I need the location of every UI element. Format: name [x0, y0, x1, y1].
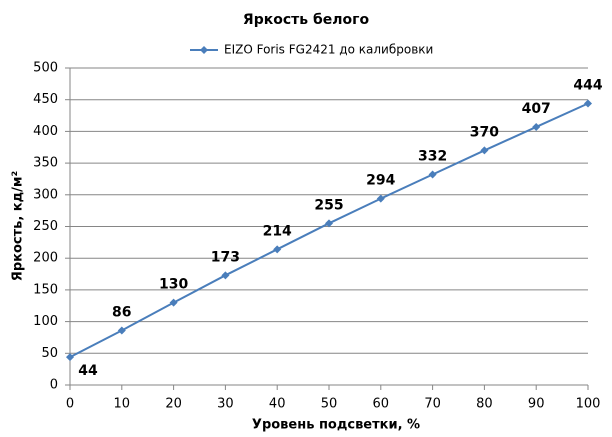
y-tick-label: 500	[33, 61, 58, 76]
x-tick-label: 80	[476, 397, 493, 412]
data-label: 173	[211, 249, 240, 265]
x-tick-label: 90	[528, 397, 545, 412]
series-line	[69, 102, 589, 358]
point	[376, 194, 385, 203]
y-tick-label: 150	[33, 282, 58, 297]
legend-label: EIZO Foris FG2421 до калибровки	[224, 43, 433, 57]
data-label: 294	[366, 173, 395, 189]
legend-marker	[200, 46, 208, 54]
y-tick-label: 450	[33, 92, 58, 107]
point	[532, 122, 541, 131]
x-tick-label: 70	[424, 397, 441, 412]
chart-title: Яркость белого	[243, 12, 370, 28]
data-label: 214	[263, 223, 292, 239]
y-tick-label: 300	[33, 187, 58, 202]
y-tick-label: 200	[33, 251, 58, 266]
point	[428, 170, 437, 179]
data-label: 444	[573, 78, 602, 94]
data-label: 255	[314, 197, 343, 213]
point	[117, 326, 126, 335]
data-label: 44	[78, 363, 98, 379]
y-axis-title: Яркость, кд/м²	[11, 171, 26, 281]
x-axis-title: Уровень подсветки, %	[252, 418, 420, 433]
point	[221, 271, 230, 280]
y-tick-label: 350	[33, 156, 58, 171]
y-tick-label: 50	[41, 346, 58, 361]
point	[169, 298, 178, 307]
x-tick-label: 20	[165, 397, 182, 412]
data-label: 130	[159, 277, 188, 293]
point	[584, 99, 592, 108]
data-label: 332	[418, 149, 447, 165]
point	[273, 245, 282, 254]
x-tick-label: 100	[576, 397, 601, 412]
y-tick-label: 400	[33, 124, 58, 139]
data-label: 370	[470, 124, 499, 140]
data-label: 407	[522, 101, 551, 117]
point	[325, 219, 333, 228]
x-tick-label: 60	[373, 397, 390, 412]
y-tick-label: 100	[33, 314, 58, 329]
x-tick-label: 40	[269, 397, 286, 412]
data-label: 86	[112, 304, 131, 320]
point	[480, 146, 489, 155]
x-tick-label: 30	[217, 397, 234, 412]
x-tick-label: 10	[114, 397, 131, 412]
x-tick-label: 50	[321, 397, 338, 412]
point	[66, 353, 74, 362]
x-tick-label: 0	[66, 397, 74, 412]
y-tick-label: 250	[33, 219, 58, 234]
y-tick-label: 0	[50, 378, 58, 393]
